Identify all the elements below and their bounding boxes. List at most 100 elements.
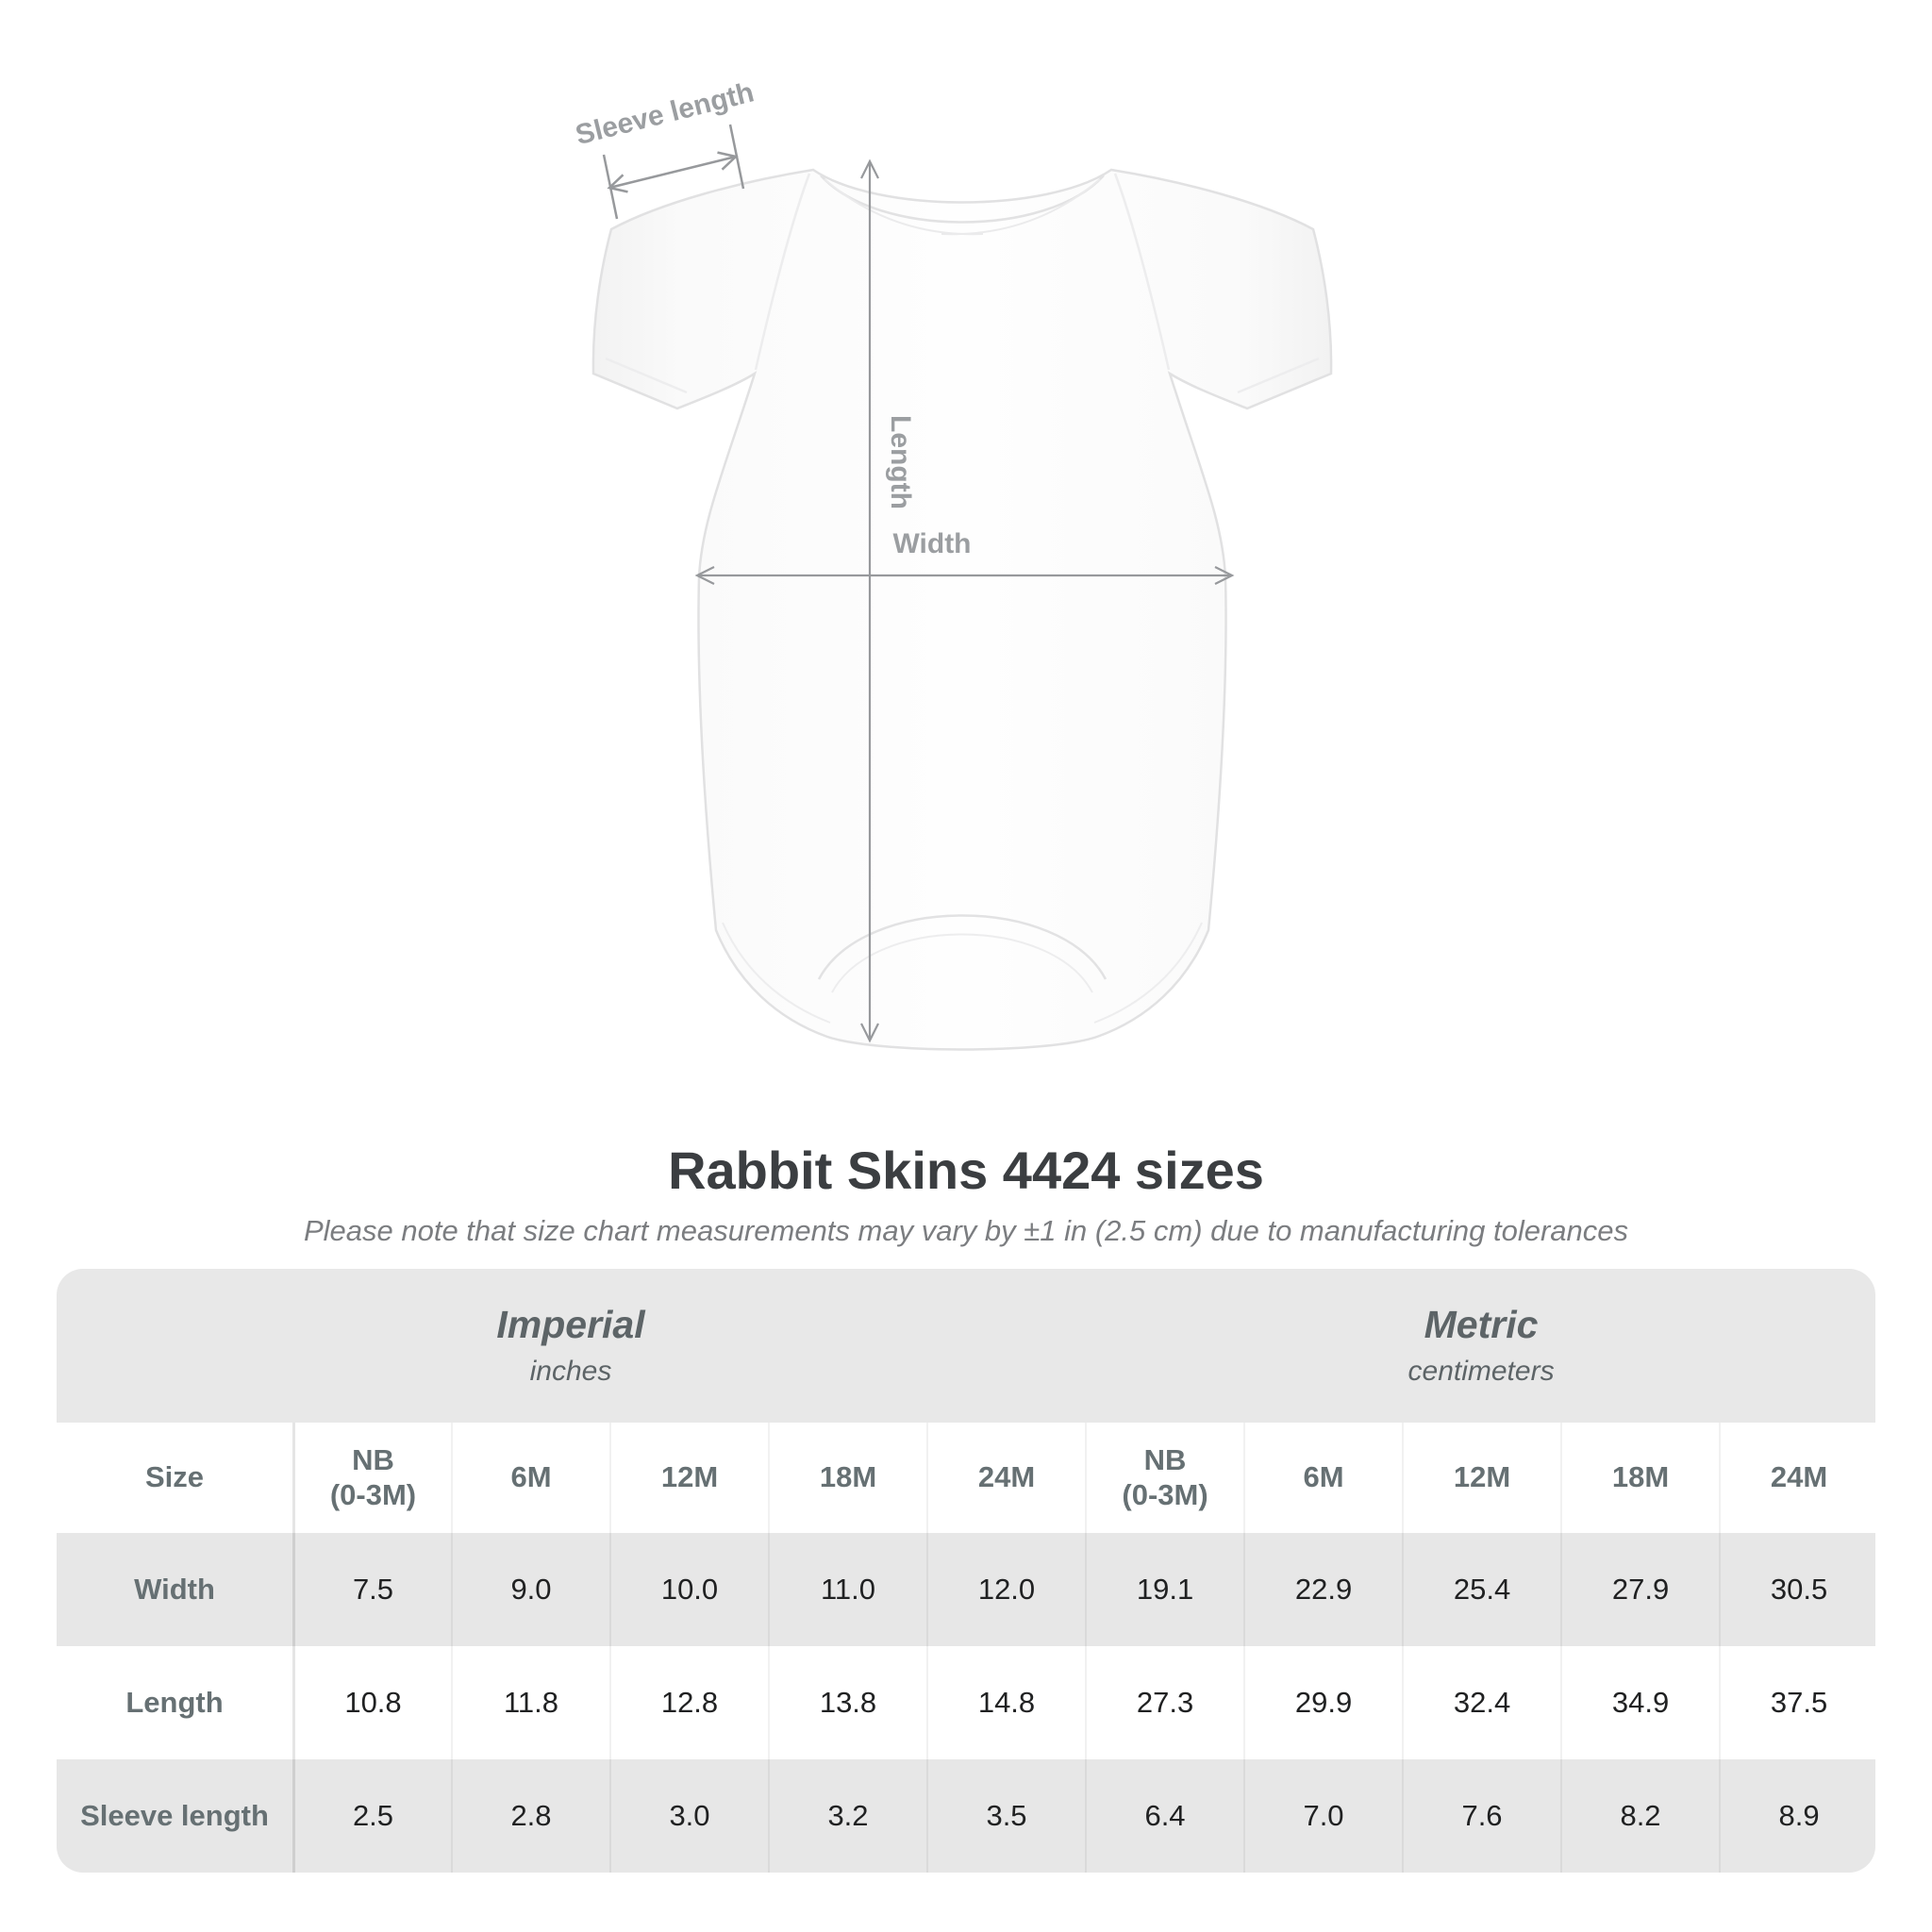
table-row-length: Length 10.8 11.8 12.8 13.8 14.8 27.3 29.… bbox=[57, 1646, 1875, 1759]
size-table-container: Imperial inches Metric centimeters Size … bbox=[57, 1269, 1875, 1873]
table-row-sleeve-length: Sleeve length 2.5 2.8 3.0 3.2 3.5 6.4 7.… bbox=[57, 1759, 1875, 1873]
row-label: Sleeve length bbox=[80, 1799, 269, 1832]
cell-value: 3.2 bbox=[827, 1799, 869, 1832]
value-cell: 12.8 bbox=[609, 1646, 768, 1759]
value-cell: 6.4 bbox=[1085, 1759, 1244, 1873]
value-cell: 11.0 bbox=[768, 1533, 926, 1646]
col-header-cell: 24M bbox=[926, 1423, 1086, 1533]
cell-value: 2.8 bbox=[510, 1799, 552, 1832]
value-cell: 8.2 bbox=[1560, 1759, 1720, 1873]
row-label: Length bbox=[125, 1686, 224, 1719]
cell-value: 27.3 bbox=[1136, 1686, 1194, 1719]
value-cell: 27.9 bbox=[1560, 1533, 1720, 1646]
imperial-group-cell: Imperial inches bbox=[57, 1269, 1086, 1423]
width-label: Width bbox=[892, 528, 971, 559]
cell-value: 12.8 bbox=[660, 1686, 719, 1719]
sleeve-length-arrow bbox=[602, 124, 745, 220]
col-header-cell: 18M bbox=[1560, 1423, 1720, 1533]
imperial-group-unit: inches bbox=[529, 1355, 612, 1387]
value-cell: 30.5 bbox=[1719, 1533, 1875, 1646]
cuff-left bbox=[605, 357, 688, 394]
cell-value: 25.4 bbox=[1453, 1573, 1511, 1606]
unit-group-row: Imperial inches Metric centimeters bbox=[57, 1269, 1875, 1423]
cell-value: 8.9 bbox=[1778, 1799, 1820, 1832]
size-header-cell: Size bbox=[57, 1423, 292, 1533]
col-header-cell: 24M bbox=[1719, 1423, 1875, 1533]
cell-value: 6.4 bbox=[1144, 1799, 1186, 1832]
value-cell: 2.8 bbox=[451, 1759, 609, 1873]
cell-value: 29.9 bbox=[1294, 1686, 1353, 1719]
col-header-label: NB (0-3M) bbox=[1122, 1442, 1208, 1511]
cell-value: 3.0 bbox=[669, 1799, 710, 1832]
value-cell: 13.8 bbox=[768, 1646, 926, 1759]
col-header-label: NB (0-3M) bbox=[329, 1442, 417, 1511]
cell-value: 7.5 bbox=[352, 1573, 394, 1606]
col-header-label: 12M bbox=[660, 1460, 719, 1494]
sleeve-length-label: Sleeve length bbox=[573, 76, 758, 151]
value-cell: 10.8 bbox=[292, 1646, 451, 1759]
cell-value: 13.8 bbox=[819, 1686, 877, 1719]
cell-value: 19.1 bbox=[1136, 1573, 1194, 1606]
cell-value: 14.8 bbox=[977, 1686, 1036, 1719]
table-row-width: Width 7.5 9.0 10.0 11.0 12.0 19.1 22.9 2… bbox=[57, 1533, 1875, 1646]
cell-value: 30.5 bbox=[1770, 1573, 1828, 1606]
value-cell: 7.0 bbox=[1243, 1759, 1403, 1873]
value-cell: 19.1 bbox=[1085, 1533, 1244, 1646]
page-subtitle: Please note that size chart measurements… bbox=[303, 1214, 1629, 1247]
leg-binding-right bbox=[1093, 922, 1203, 1024]
col-header-cell: 12M bbox=[1402, 1423, 1561, 1533]
col-header-cell: 18M bbox=[768, 1423, 926, 1533]
value-cell: 25.4 bbox=[1402, 1533, 1561, 1646]
length-arrow bbox=[860, 158, 879, 1043]
page-title: Rabbit Skins 4424 sizes bbox=[668, 1141, 1264, 1200]
value-cell: 7.6 bbox=[1402, 1759, 1561, 1873]
cell-value: 12.0 bbox=[977, 1573, 1036, 1606]
value-cell: 12.0 bbox=[926, 1533, 1086, 1646]
value-cell: 11.8 bbox=[451, 1646, 609, 1759]
value-cell: 10.0 bbox=[609, 1533, 768, 1646]
col-header-cell: 6M bbox=[1243, 1423, 1403, 1533]
value-cell: 3.0 bbox=[609, 1759, 768, 1873]
metric-group-unit: centimeters bbox=[1407, 1355, 1555, 1387]
value-cell: 32.4 bbox=[1402, 1646, 1561, 1759]
cell-value: 8.2 bbox=[1620, 1799, 1661, 1832]
col-header-label: 18M bbox=[1611, 1460, 1670, 1494]
col-header-cell: NB (0-3M) bbox=[1085, 1423, 1244, 1533]
col-header-label: 6M bbox=[1303, 1460, 1344, 1494]
length-label: Length bbox=[885, 415, 916, 509]
onesie-figure-svg: Sleeve length Length Width bbox=[573, 76, 1333, 1051]
crotch-flap-inner bbox=[831, 933, 1093, 993]
row-label-cell: Length bbox=[57, 1646, 292, 1759]
col-header-cell: 6M bbox=[451, 1423, 609, 1533]
col-header-cell: 12M bbox=[609, 1423, 768, 1533]
neckline-flap-right bbox=[941, 178, 1101, 236]
value-cell: 27.3 bbox=[1085, 1646, 1244, 1759]
value-cell: 29.9 bbox=[1243, 1646, 1403, 1759]
col-header-label: 24M bbox=[977, 1460, 1036, 1494]
metric-group-cell: Metric centimeters bbox=[1085, 1269, 1875, 1423]
row-label: Width bbox=[134, 1573, 215, 1606]
cell-value: 10.8 bbox=[344, 1686, 402, 1719]
column-header-row: Size NB (0-3M) 6M 12M 18M 24M NB (0-3M) … bbox=[57, 1423, 1875, 1533]
value-cell: 9.0 bbox=[451, 1533, 609, 1646]
col-header-label: 6M bbox=[510, 1460, 552, 1494]
col-header-label: 24M bbox=[1770, 1460, 1828, 1494]
onesie-outline bbox=[591, 168, 1333, 1051]
size-table: Imperial inches Metric centimeters Size … bbox=[57, 1269, 1875, 1873]
leg-binding-left bbox=[722, 922, 831, 1024]
value-cell: 8.9 bbox=[1719, 1759, 1875, 1873]
value-cell: 34.9 bbox=[1560, 1646, 1720, 1759]
size-header-label: Size bbox=[144, 1460, 205, 1494]
cell-value: 10.0 bbox=[660, 1573, 719, 1606]
width-arrow bbox=[694, 566, 1235, 585]
cell-value: 2.5 bbox=[352, 1799, 394, 1832]
col-header-cell: NB (0-3M) bbox=[292, 1423, 451, 1533]
col-header-label: 12M bbox=[1453, 1460, 1511, 1494]
value-cell: 22.9 bbox=[1243, 1533, 1403, 1646]
row-label-cell: Width bbox=[57, 1533, 292, 1646]
value-cell: 3.2 bbox=[768, 1759, 926, 1873]
cell-value: 34.9 bbox=[1611, 1686, 1670, 1719]
sleeve-seam-right bbox=[1113, 173, 1171, 371]
cell-value: 37.5 bbox=[1770, 1686, 1828, 1719]
crotch-flap-seam bbox=[817, 914, 1108, 980]
